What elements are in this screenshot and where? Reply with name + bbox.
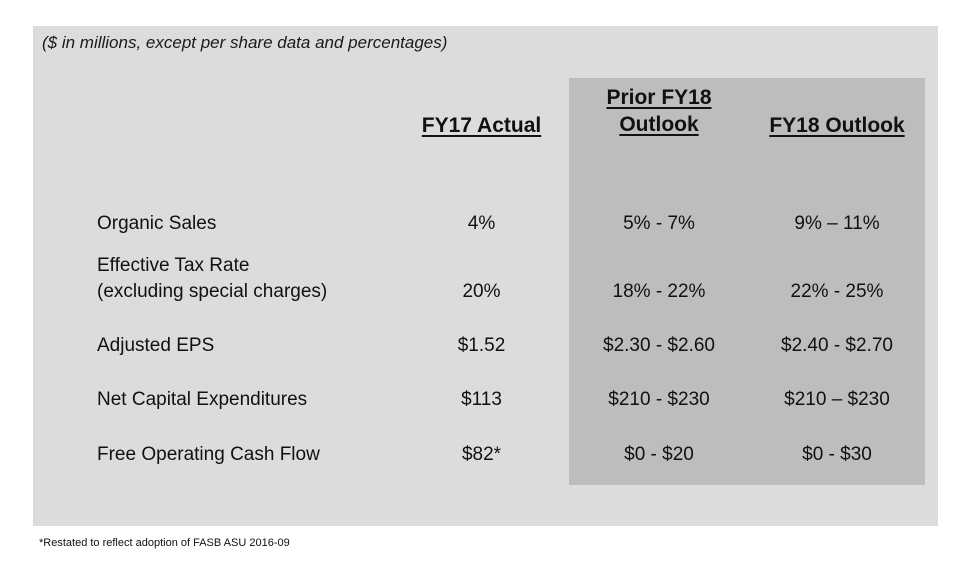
column-header-prior-line2: Outlook	[619, 113, 699, 136]
column-header-prior-line1: Prior FY18	[606, 86, 712, 109]
cell-tax-rate-prior: 18% - 22%	[612, 281, 706, 302]
cell-organic-sales-prior: 5% - 7%	[623, 213, 695, 234]
cell-focf-fy17: $82*	[461, 444, 502, 465]
row-label-adjusted-eps: Adjusted EPS	[97, 335, 215, 356]
row-label-effective-tax-rate-line1: Effective Tax Rate	[97, 255, 250, 276]
outlook-columns-highlight	[569, 78, 925, 485]
cell-tax-rate-fy18: 22% - 25%	[790, 281, 884, 302]
cell-tax-rate-fy17: 20%	[462, 281, 501, 302]
row-label-free-operating-cash-flow: Free Operating Cash Flow	[97, 444, 320, 465]
cell-net-capex-prior: $210 - $230	[608, 389, 710, 410]
column-header-fy18-outlook: FY18 Outlook	[769, 114, 905, 137]
row-label-organic-sales: Organic Sales	[97, 213, 217, 234]
cell-net-capex-fy18: $210 – $230	[784, 389, 890, 410]
cell-organic-sales-fy17: 4%	[467, 213, 496, 234]
row-label-net-capex: Net Capital Expenditures	[97, 389, 308, 410]
cell-organic-sales-fy18: 9% – 11%	[794, 213, 880, 234]
cell-adjusted-eps-fy17: $1.52	[457, 335, 506, 356]
cell-adjusted-eps-prior: $2.30 - $2.60	[603, 335, 715, 356]
row-label-effective-tax-rate-line2: (excluding special charges)	[97, 281, 328, 302]
cell-adjusted-eps-fy18: $2.40 - $2.70	[781, 335, 893, 356]
column-header-fy17-actual: FY17 Actual	[421, 114, 542, 137]
row-label-effective-tax-rate: Effective Tax Rate (excluding special ch…	[97, 253, 327, 305]
footnote: *Restated to reflect adoption of FASB AS…	[39, 537, 290, 549]
cell-net-capex-fy17: $113	[461, 389, 502, 410]
cell-focf-prior: $0 - $20	[624, 444, 694, 465]
cell-focf-fy18: $0 - $30	[802, 444, 872, 465]
units-note: ($ in millions, except per share data an…	[42, 33, 448, 52]
column-header-prior-fy18-outlook: Prior FY18 Outlook	[569, 84, 749, 138]
